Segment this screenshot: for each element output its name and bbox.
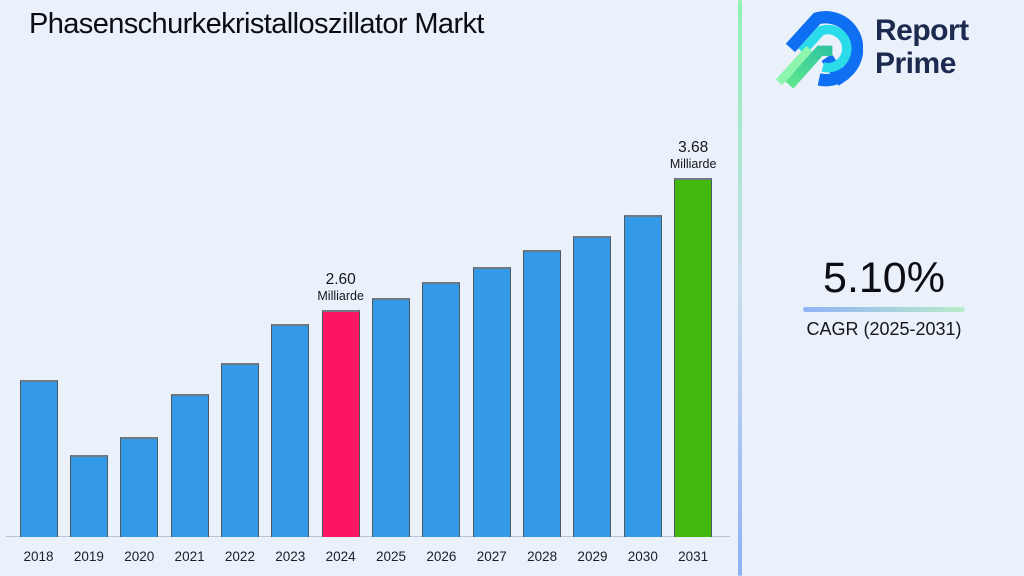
value-label-unit: Milliarde: [317, 289, 364, 303]
x-tick-2019: 2019: [73, 549, 104, 564]
bar-2023: [271, 324, 310, 537]
bar-2018: [19, 380, 58, 537]
x-tick-2029: 2029: [577, 549, 608, 564]
x-axis-line: [6, 536, 730, 537]
bar-chart: 2018 2019 2020 2021 2022 2023 2024 2.60 Milliard…: [6, 138, 730, 564]
bar-2022: [220, 363, 259, 537]
x-tick-2024: 2024: [325, 549, 356, 564]
bar-2025: [372, 298, 411, 537]
brand-logo: Report Prime: [775, 6, 969, 88]
bar-2020: [120, 437, 159, 537]
x-tick-2020: 2020: [124, 549, 155, 564]
x-tick-2022: 2022: [224, 549, 255, 564]
logo-text-line1: Report: [875, 14, 969, 47]
cagr-value: 5.10%: [823, 254, 945, 302]
bar-2021: [170, 394, 209, 537]
value-label-number: 3.68: [678, 139, 709, 156]
page-title: Phasenschurkekristalloszillator Markt: [29, 8, 484, 40]
logo-text-line2: Prime: [875, 47, 956, 80]
bar-2026: [422, 282, 461, 537]
panel-divider: [738, 0, 742, 576]
logo-wordmark: Report Prime: [875, 14, 969, 80]
value-label-unit: Milliarde: [669, 157, 717, 171]
x-tick-2021: 2021: [174, 549, 205, 564]
cagr-underline: [803, 307, 965, 312]
x-tick-2025: 2025: [375, 549, 407, 564]
bar-2031: [674, 178, 713, 537]
x-tick-2026: 2026: [426, 549, 457, 564]
bar-2027: [472, 267, 511, 537]
value-label-2031: 3.68 Milliarde: [670, 138, 717, 172]
x-tick-2031: 2031: [678, 549, 709, 564]
x-tick-2030: 2030: [627, 549, 658, 564]
value-label-2024: 2.60 Milliarde: [317, 270, 364, 304]
cagr-caption: CAGR (2025-2031): [806, 319, 962, 339]
report-prime-logo-icon: [775, 11, 863, 88]
x-tick-2018: 2018: [23, 549, 54, 564]
bar-2024: [321, 310, 360, 537]
value-label-number: 2.60: [325, 271, 356, 288]
x-tick-2023: 2023: [275, 549, 306, 564]
bar-2029: [573, 236, 612, 537]
cagr-panel: 5.10% CAGR (2025-2031): [744, 254, 1024, 340]
bar-2019: [69, 455, 108, 537]
bar-2028: [523, 250, 562, 537]
bar-2030: [623, 215, 662, 537]
x-tick-2027: 2027: [476, 549, 507, 564]
x-tick-2028: 2028: [527, 549, 558, 564]
